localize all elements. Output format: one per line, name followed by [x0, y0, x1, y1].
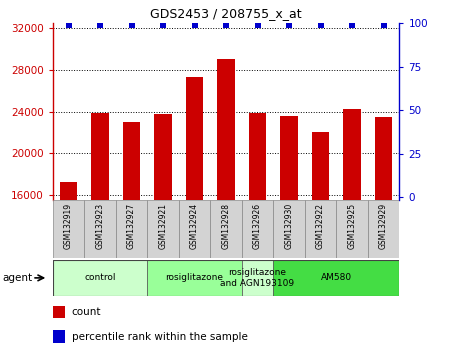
- Bar: [305, 200, 336, 258]
- Bar: [280, 116, 298, 354]
- Bar: [53, 260, 147, 296]
- Bar: [147, 260, 242, 296]
- Bar: [273, 260, 399, 296]
- Bar: [91, 113, 109, 354]
- Text: GSM132926: GSM132926: [253, 203, 262, 249]
- Text: GSM132924: GSM132924: [190, 203, 199, 249]
- Bar: [53, 306, 65, 318]
- Point: [159, 22, 167, 28]
- Bar: [242, 200, 273, 258]
- Text: GSM132925: GSM132925: [347, 203, 357, 249]
- Bar: [242, 260, 273, 296]
- Text: GSM132921: GSM132921: [158, 203, 168, 249]
- Bar: [179, 200, 210, 258]
- Point: [254, 22, 261, 28]
- Point: [380, 22, 387, 28]
- Bar: [123, 122, 140, 354]
- Bar: [84, 200, 116, 258]
- Point: [285, 22, 293, 28]
- Bar: [53, 200, 84, 258]
- Point: [128, 22, 135, 28]
- Bar: [154, 114, 172, 354]
- Text: GSM132919: GSM132919: [64, 203, 73, 249]
- Title: GDS2453 / 208755_x_at: GDS2453 / 208755_x_at: [150, 7, 302, 21]
- Text: GSM132930: GSM132930: [285, 203, 294, 249]
- Bar: [147, 200, 179, 258]
- Text: GSM132928: GSM132928: [222, 203, 230, 249]
- Text: GSM132929: GSM132929: [379, 203, 388, 249]
- Bar: [336, 200, 368, 258]
- Point: [65, 22, 72, 28]
- Bar: [368, 200, 399, 258]
- Bar: [53, 330, 65, 343]
- Bar: [273, 200, 305, 258]
- Text: rosiglitazone: rosiglitazone: [166, 273, 224, 282]
- Bar: [312, 132, 329, 354]
- Point: [348, 22, 356, 28]
- Point: [223, 22, 230, 28]
- Text: control: control: [84, 273, 116, 282]
- Text: GSM132922: GSM132922: [316, 203, 325, 249]
- Bar: [218, 59, 235, 354]
- Bar: [60, 182, 77, 354]
- Point: [191, 22, 198, 28]
- Bar: [343, 109, 361, 354]
- Bar: [249, 113, 266, 354]
- Text: rosiglitazone
and AGN193109: rosiglitazone and AGN193109: [220, 268, 295, 287]
- Text: GSM132927: GSM132927: [127, 203, 136, 249]
- Text: count: count: [72, 307, 101, 317]
- Text: agent: agent: [2, 273, 33, 283]
- Bar: [116, 200, 147, 258]
- Text: AM580: AM580: [321, 273, 352, 282]
- Bar: [210, 200, 242, 258]
- Text: percentile rank within the sample: percentile rank within the sample: [72, 332, 248, 342]
- Point: [317, 22, 324, 28]
- Text: GSM132923: GSM132923: [95, 203, 105, 249]
- Point: [96, 22, 104, 28]
- Bar: [186, 77, 203, 354]
- Bar: [375, 117, 392, 354]
